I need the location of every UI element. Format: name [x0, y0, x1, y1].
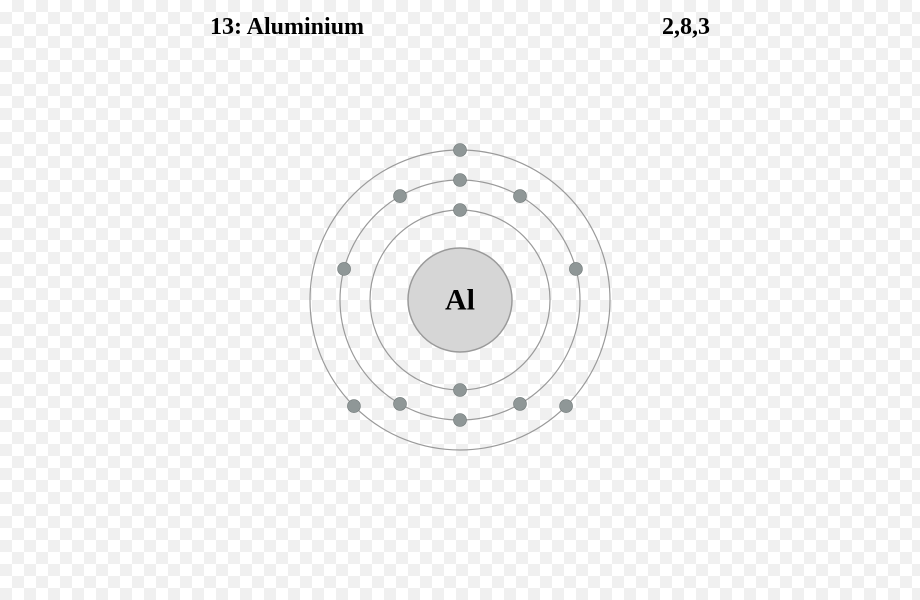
electron-shell2-e1 — [514, 190, 527, 203]
electron-shell3-e1 — [454, 144, 467, 157]
electron-shell3-e3 — [560, 400, 573, 413]
canvas: 13: Aluminium 2,8,3 Al — [0, 0, 920, 600]
electron-shell3-e2 — [347, 400, 360, 413]
electron-shell1-e1 — [454, 204, 467, 217]
element-symbol: Al — [445, 284, 475, 317]
electron-shell2-e8 — [569, 262, 582, 275]
header: 13: Aluminium 2,8,3 — [0, 14, 920, 41]
electron-shell2-e7 — [338, 262, 351, 275]
electron-shell2-e2 — [454, 174, 467, 187]
electron-shell2-e4 — [394, 397, 407, 410]
electron-shell2-e6 — [514, 397, 527, 410]
electron-shell2-e5 — [454, 414, 467, 427]
element-title: 13: Aluminium — [210, 14, 364, 41]
bohr-diagram: Al — [280, 120, 640, 480]
electron-shell2-e3 — [394, 190, 407, 203]
electron-shell1-e2 — [454, 384, 467, 397]
electron-config-label: 2,8,3 — [662, 14, 710, 41]
atom-svg: Al — [280, 120, 640, 480]
